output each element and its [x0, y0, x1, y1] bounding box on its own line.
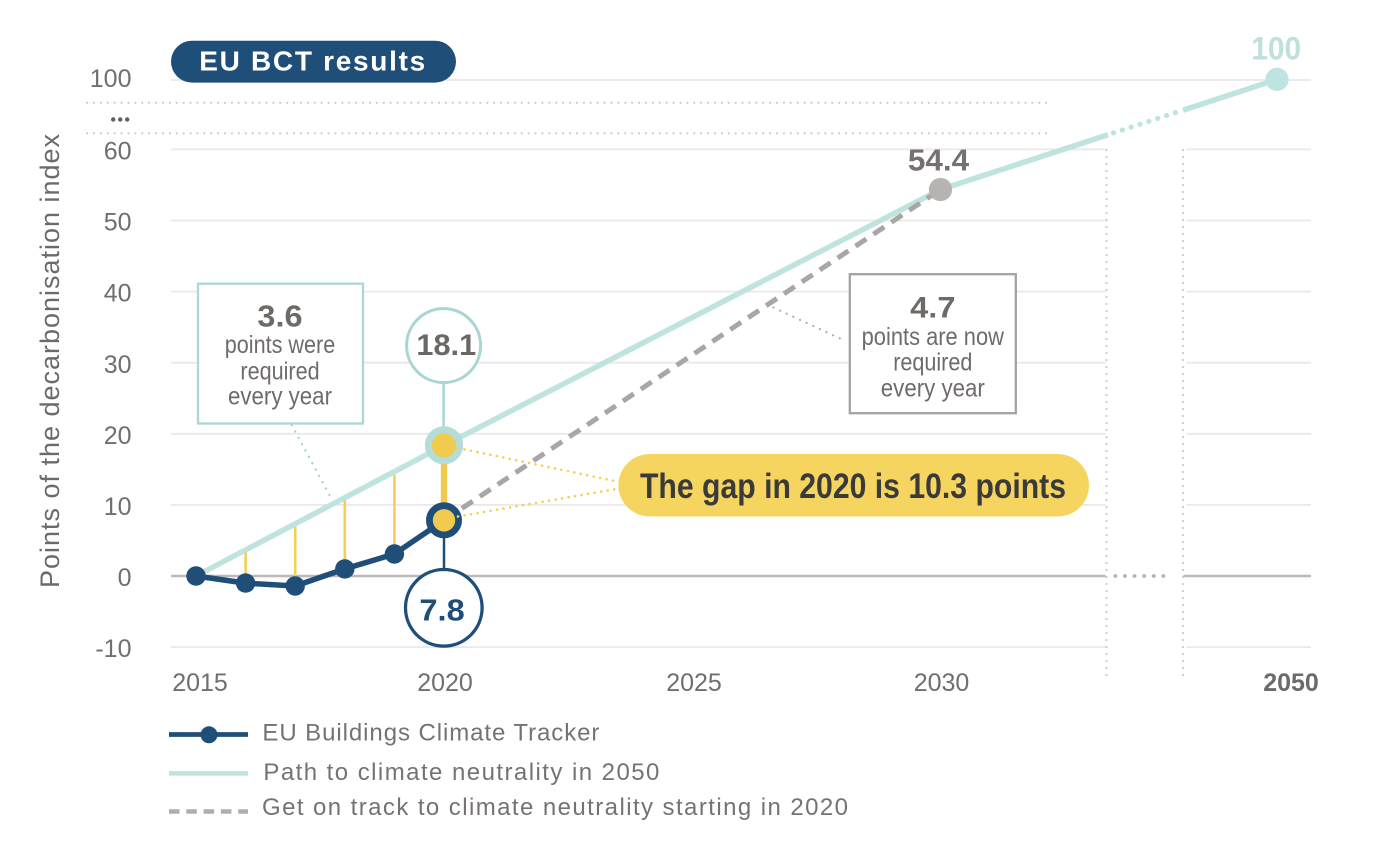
svg-text:0: 0	[118, 564, 132, 592]
svg-text:50: 50	[104, 209, 132, 237]
svg-text:every year: every year	[881, 374, 985, 402]
svg-text:60: 60	[104, 138, 132, 166]
svg-text:3.6: 3.6	[257, 298, 302, 333]
svg-text:100: 100	[1251, 30, 1301, 66]
svg-text:2015: 2015	[172, 669, 228, 697]
svg-text:54.4: 54.4	[908, 143, 970, 178]
svg-text:required: required	[893, 349, 972, 377]
svg-text:100: 100	[90, 65, 132, 93]
svg-text:required: required	[240, 357, 319, 385]
svg-text:The gap in 2020 is 10.3 points: The gap in 2020 is 10.3 points	[640, 467, 1066, 506]
svg-text:-10: -10	[95, 635, 131, 663]
svg-text:every year: every year	[228, 383, 332, 411]
svg-text:Path to climate neutrality in: Path to climate neutrality in 2050	[263, 759, 659, 786]
svg-text:30: 30	[104, 351, 132, 379]
svg-text:2030: 2030	[914, 669, 970, 697]
svg-text:20: 20	[104, 422, 132, 450]
svg-text:18.1: 18.1	[416, 329, 476, 362]
svg-text:40: 40	[104, 280, 132, 308]
svg-text:2025: 2025	[666, 669, 722, 697]
svg-text:10: 10	[104, 493, 132, 521]
svg-text:Get on track to climate neutra: Get on track to climate neutrality start…	[262, 794, 848, 821]
svg-text:points were: points were	[225, 331, 336, 359]
svg-text:4.7: 4.7	[910, 291, 955, 324]
svg-text:7.8: 7.8	[419, 593, 464, 628]
svg-text:2020: 2020	[417, 669, 473, 697]
svg-text:points are now: points are now	[862, 323, 1005, 351]
svg-text:EU Buildings Climate Tracker: EU Buildings Climate Tracker	[262, 720, 599, 747]
svg-text:2050: 2050	[1263, 669, 1319, 697]
svg-text:Points of the decarbonisation: Points of the decarbonisation index	[35, 134, 65, 589]
